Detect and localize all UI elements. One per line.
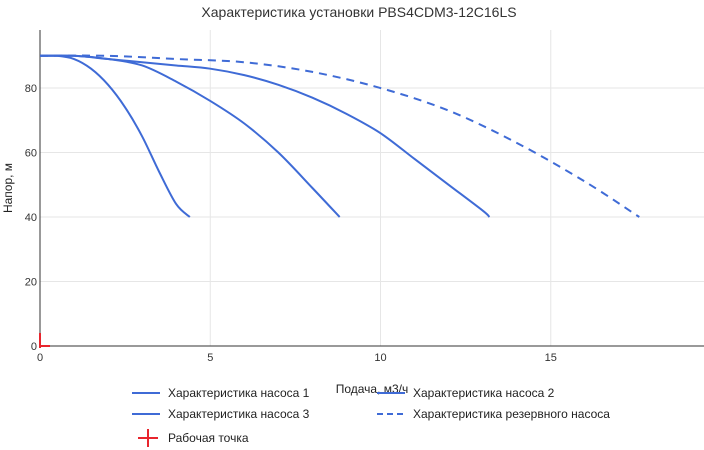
legend-item-pump-1[interactable]: Характеристика насоса 1 [130, 386, 309, 400]
solid-line-icon [132, 392, 160, 394]
chart-title: Характеристика установки PBS4CDM3-12C16L… [201, 4, 516, 20]
series-line-4 [39, 54, 640, 218]
legend-item-reserve-pump[interactable]: Характеристика резервного насоса [375, 407, 610, 421]
x-tick-label: 15 [545, 352, 557, 364]
axes: 0 5 10 15 0 20 40 60 80 [25, 30, 704, 364]
y-tick-label: 40 [25, 212, 37, 224]
legend-label: Характеристика насоса 1 [168, 386, 310, 400]
legend-label: Характеристика резервного насоса [413, 407, 610, 421]
legend: Характеристика насоса 1 Характеристика н… [130, 386, 650, 448]
legend-label: Рабочая точка [168, 431, 249, 445]
x-tick-label: 0 [37, 352, 43, 364]
x-tick-label: 5 [207, 352, 213, 364]
legend-item-pump-3[interactable]: Характеристика насоса 3 [130, 407, 309, 421]
plot-area [39, 54, 640, 348]
x-tick-label: 10 [374, 352, 386, 364]
dashed-line-icon [377, 413, 405, 415]
solid-line-icon [377, 392, 405, 394]
solid-line-icon [132, 413, 160, 415]
legend-item-operating-point[interactable]: Рабочая точка [130, 428, 249, 448]
legend-label: Характеристика насоса 2 [413, 386, 555, 400]
y-tick-label: 0 [31, 341, 37, 353]
series-line-2 [39, 54, 341, 218]
y-tick-label: 60 [25, 148, 37, 160]
legend-label: Характеристика насоса 3 [168, 407, 310, 421]
y-tick-label: 20 [25, 277, 37, 289]
y-tick-label: 80 [25, 83, 37, 95]
series-line-1 [39, 54, 191, 218]
operating-point-marker [39, 333, 50, 348]
y-axis-title: Напор, м [1, 163, 15, 213]
cross-marker-icon [138, 429, 158, 447]
grid [40, 30, 704, 346]
legend-item-pump-2[interactable]: Характеристика насоса 2 [375, 386, 554, 400]
series-line-3 [39, 54, 491, 218]
